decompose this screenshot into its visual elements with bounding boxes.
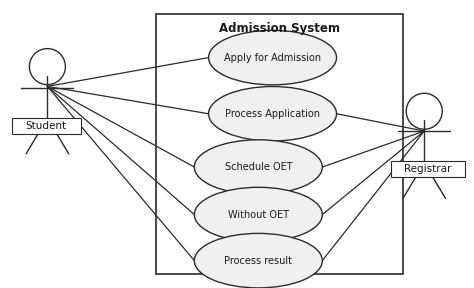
Ellipse shape — [194, 233, 322, 288]
Text: Apply for Admission: Apply for Admission — [224, 53, 321, 62]
Bar — [12, 118, 81, 134]
Text: Registrar: Registrar — [404, 164, 451, 174]
Ellipse shape — [194, 187, 322, 242]
Text: Process result: Process result — [224, 256, 292, 266]
Ellipse shape — [194, 140, 322, 194]
Ellipse shape — [29, 49, 65, 85]
Ellipse shape — [406, 93, 442, 129]
Text: Schedule OET: Schedule OET — [225, 162, 292, 172]
Bar — [156, 14, 403, 274]
Text: Process Application: Process Application — [225, 109, 320, 119]
Bar — [391, 161, 465, 177]
Text: Without OET: Without OET — [228, 210, 289, 219]
Ellipse shape — [209, 86, 337, 141]
Text: Student: Student — [26, 121, 67, 131]
Text: Admission System: Admission System — [219, 22, 340, 35]
Ellipse shape — [209, 30, 337, 85]
